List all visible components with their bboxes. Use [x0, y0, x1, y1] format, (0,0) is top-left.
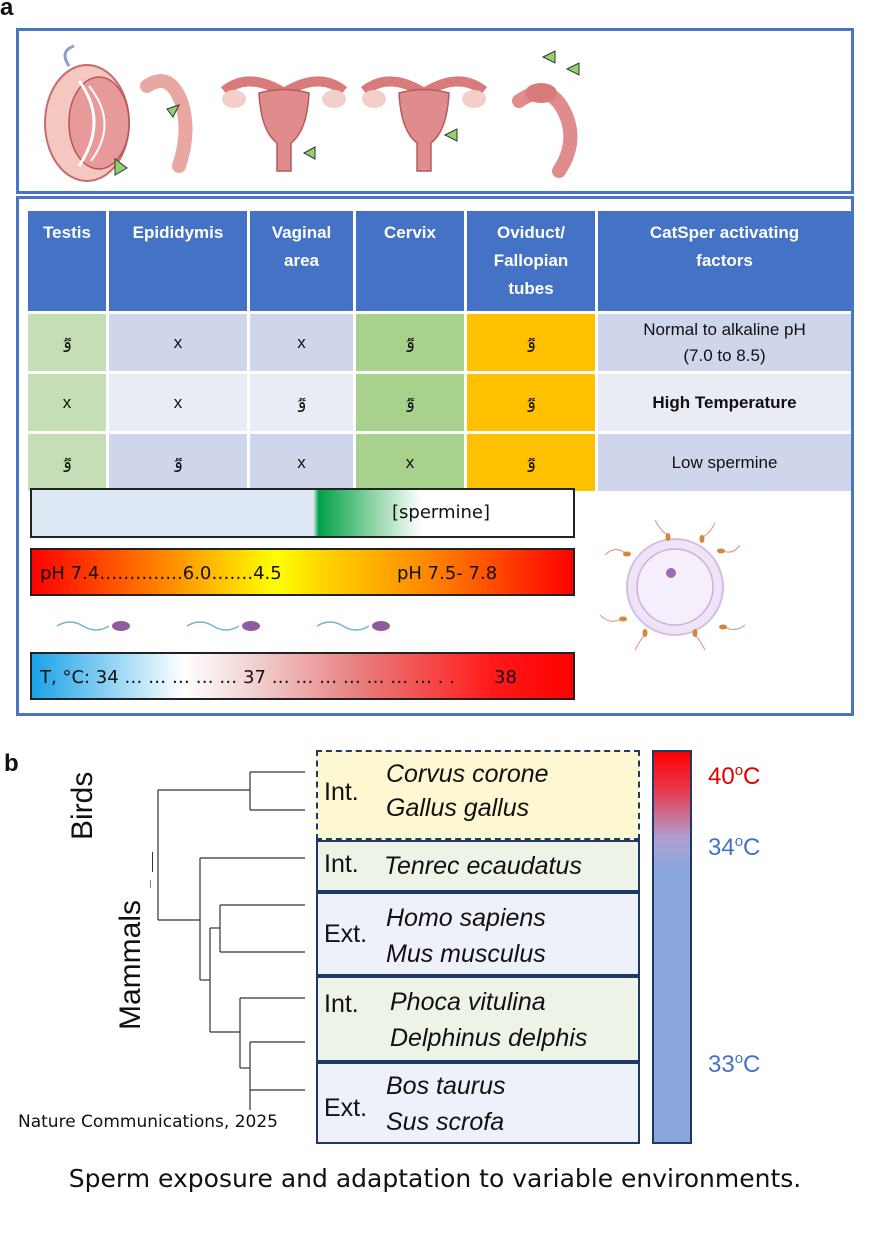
temperature-right-label: 38: [494, 667, 517, 688]
cell-testis: ٷ: [28, 314, 106, 371]
species-name: Delphinus delphis: [390, 1024, 588, 1052]
cell-epididymis: ٷ: [109, 434, 247, 491]
header-epididymis: Epididymis: [109, 211, 247, 311]
cell-oviduct: ٷ: [467, 314, 595, 371]
egg-sperm-illustration: [599, 519, 746, 651]
uterus-illustration-1: [220, 76, 348, 172]
temp-value: 34: [708, 834, 735, 861]
species-group-seal-dolphin: Int. Phoca vitulina Delphinus delphis: [316, 976, 640, 1062]
group-type-label: Int.: [324, 778, 359, 806]
temperature-left-label: T, °C: 34 … … … … … 37 … … … … … … … . .: [40, 667, 455, 688]
sperm-icon: [316, 621, 390, 631]
table-row: ٷ ٷ x x ٷ Low spermine: [28, 434, 851, 491]
temp-value: 33: [708, 1051, 735, 1078]
ph-right-label: pH 7.5- 7.8: [397, 563, 498, 584]
cell-epididymis: x: [109, 374, 247, 431]
cell-factor: Low spermine: [598, 434, 851, 491]
temp-unit: C: [743, 1051, 761, 1078]
cell-vaginal: ٷ: [250, 374, 353, 431]
anatomy-illustration: [44, 44, 580, 182]
phylogenetic-tree: [150, 771, 305, 1110]
species-group-human-mouse: Ext. Homo sapiens Mus musculus: [316, 892, 640, 976]
sperm-icon: [186, 621, 260, 631]
spermine-gradient-bar: [spermine]: [30, 488, 575, 538]
clade-label-mammals: Mammals: [114, 899, 147, 1030]
panel-b-letter: b: [4, 750, 19, 777]
header-cervix: Cervix: [356, 211, 464, 311]
uterus-illustration-2: [360, 76, 488, 172]
cell-oviduct: ٷ: [467, 434, 595, 491]
temperature-label-33: 33oC: [708, 1050, 760, 1079]
table-row: x x ٷ ٷ ٷ High Temperature: [28, 374, 851, 431]
species-group-tenrec: Int. Tenrec ecaudatus: [316, 840, 640, 892]
panel-a-letter: a: [0, 0, 14, 21]
species-name: Corvus corone: [386, 760, 549, 788]
anatomy-illustration-box: [16, 28, 854, 194]
sperm-icon: [56, 621, 130, 631]
ph-left-label: pH 7.4…………..6.0…….4.5: [40, 563, 282, 584]
species-name: Sus scrofa: [386, 1108, 505, 1136]
group-type-label: Ext.: [324, 920, 368, 948]
species-name: Mus musculus: [386, 940, 546, 968]
cell-factor: Normal to alkaline pH (7.0 to 8.5): [598, 314, 851, 371]
source-credit: Nature Communications, 2025: [18, 1112, 278, 1132]
group-type-label: Ext.: [324, 1094, 368, 1122]
cell-epididymis: x: [109, 314, 247, 371]
species-name: Tenrec ecaudatus: [384, 852, 582, 880]
header-oviduct: Oviduct/Fallopian tubes: [467, 211, 595, 311]
cell-vaginal: x: [250, 314, 353, 371]
temp-degree: o: [734, 833, 744, 850]
cell-testis: x: [28, 374, 106, 431]
figure-caption: Sperm exposure and adaptation to variabl…: [68, 1164, 802, 1193]
epididymis-illustration: [140, 74, 193, 173]
cell-factor: High Temperature: [598, 374, 851, 431]
cell-vaginal: x: [250, 434, 353, 491]
catsper-table: Testis Epididymis Vaginal area Cervix Ovi…: [25, 208, 854, 494]
temp-unit: C: [743, 834, 761, 861]
oviduct-illustration: [512, 50, 580, 178]
group-type-label: Int.: [324, 990, 359, 1018]
cell-cervix: x: [356, 434, 464, 491]
cell-cervix: ٷ: [356, 314, 464, 371]
temperature-gradient-bar: T, °C: 34 … … … … … 37 … … … … … … … . .…: [30, 652, 575, 700]
species-group-birds: Int. Corvus corone Gallus gallus: [316, 750, 640, 840]
species-group-cow-pig: Ext. Bos taurus Sus scrofa: [316, 1062, 640, 1144]
temp-unit: C: [743, 763, 761, 790]
clade-divider: [152, 852, 153, 872]
cell-cervix: ٷ: [356, 374, 464, 431]
table-row: ٷ x x ٷ ٷ Normal to alkaline pH (7.0 to 8…: [28, 314, 851, 371]
body-temperature-gradient-bar: [652, 750, 692, 1144]
ph-gradient-bar: pH 7.4…………..6.0…….4.5 pH 7.5- 7.8: [30, 548, 575, 596]
testis-illustration: [44, 44, 130, 182]
header-vaginal-area: Vaginal area: [250, 211, 353, 311]
table-header-row: Testis Epididymis Vaginal area Cervix Ovi…: [28, 211, 851, 311]
temp-degree: o: [734, 762, 744, 779]
cell-testis: ٷ: [28, 434, 106, 491]
header-testis: Testis: [28, 211, 106, 311]
group-type-label: Int.: [324, 850, 359, 878]
header-catsper-factors: CatSper activating factors: [598, 211, 851, 311]
species-name: Bos taurus: [386, 1072, 506, 1100]
temperature-label-40: 40oC: [708, 762, 760, 791]
species-name: Phoca vitulina: [390, 988, 546, 1016]
spermine-label: [spermine]: [392, 502, 491, 523]
species-name: Gallus gallus: [386, 794, 530, 822]
cell-oviduct: ٷ: [467, 374, 595, 431]
temperature-label-34: 34oC: [708, 833, 760, 862]
species-name: Homo sapiens: [386, 904, 546, 932]
temp-degree: o: [734, 1050, 744, 1067]
clade-label-birds: Birds: [66, 771, 99, 840]
temp-value: 40: [708, 763, 735, 790]
